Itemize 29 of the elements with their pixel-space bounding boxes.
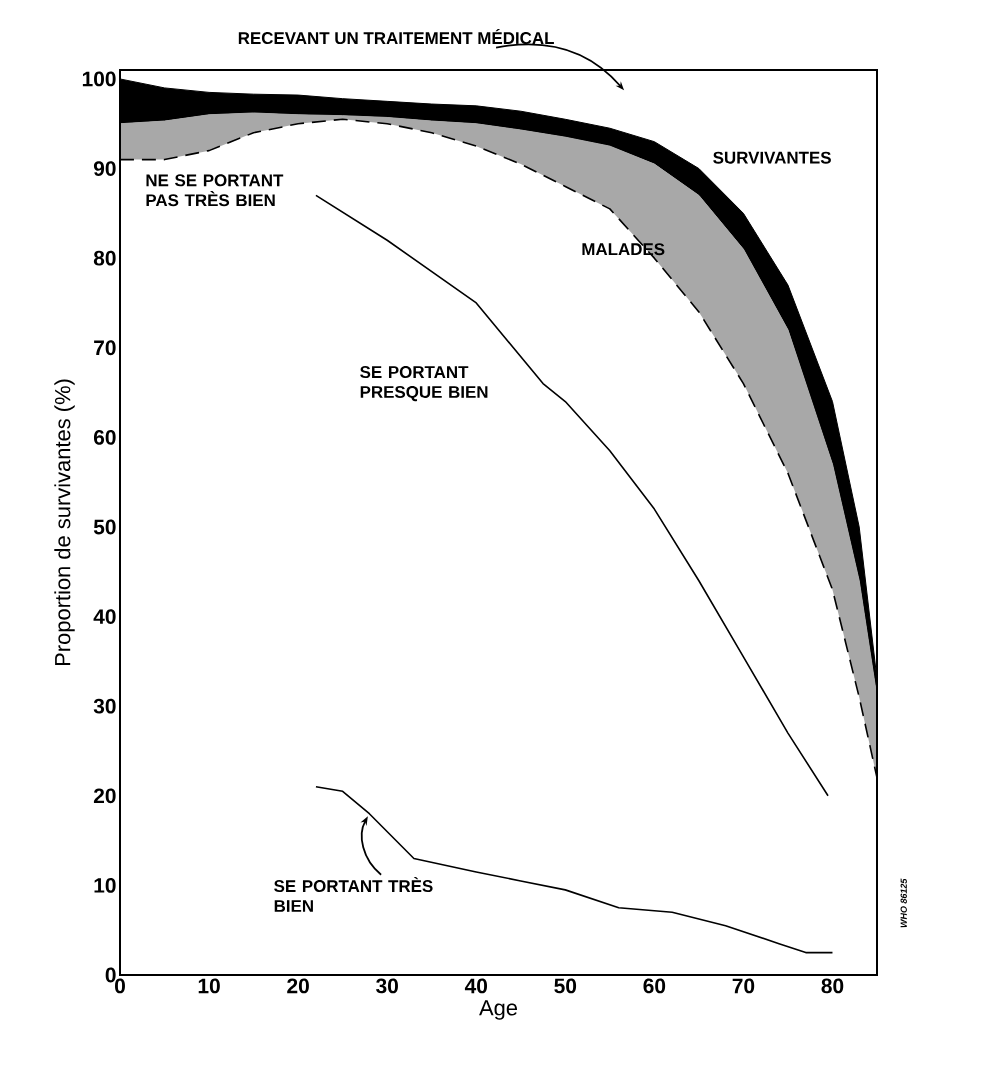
y-tick-label: 90 (93, 161, 116, 176)
y-axis-title: Proportion de survivantes (%) (54, 379, 75, 666)
text: WHO 86125 (900, 878, 907, 928)
series-label: SE PORTANT TRÈS BIEN (274, 876, 433, 912)
x-tick-label: 60 (643, 978, 666, 994)
x-tick-label: 10 (198, 978, 220, 994)
y-tick-label: 30 (93, 698, 116, 714)
series-label: MALADES (582, 243, 665, 256)
x-tick-label: 80 (821, 978, 844, 994)
series-label: SURVIVANTES (713, 151, 831, 164)
line-series (315, 194, 829, 797)
y-tick-label: 70 (94, 340, 116, 356)
y-tick-label: 100 (82, 71, 116, 87)
y-tick-label: 60 (93, 429, 116, 445)
y-tick-label: 10 (94, 877, 116, 893)
x-axis-title: Age (479, 1000, 518, 1020)
y-tick-label: 20 (93, 788, 116, 804)
text: RECEVANT UN TRAITEMENT MÉDICAL (238, 28, 554, 45)
x-tick-label: 70 (732, 978, 755, 994)
series-label: NE SE PORTANT PAS TRÈS BIEN (146, 174, 284, 207)
y-tick-label: 80 (93, 250, 116, 266)
series-label: SE PORTANT PRESQUE BIEN (360, 366, 488, 402)
y-tick-label: 40 (93, 609, 116, 624)
x-tick-label: 40 (464, 978, 488, 994)
x-tick-label: 50 (554, 978, 577, 994)
x-tick-label: 20 (287, 978, 309, 994)
x-tick-label: 30 (376, 978, 398, 994)
y-tick-label: 50 (93, 519, 116, 535)
y-tick-label: 0 (105, 967, 116, 983)
